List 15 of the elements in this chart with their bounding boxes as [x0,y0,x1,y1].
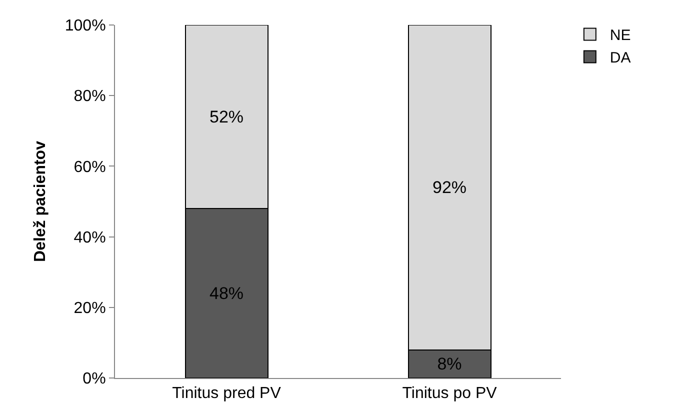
data-label: 48% [209,284,244,303]
y-tick-label: 0% [82,370,106,388]
y-tick-label: 80% [74,88,106,106]
y-axis-title: Delež pacientov [32,140,49,262]
data-label: 52% [209,107,244,126]
legend-label: NE [610,27,631,44]
y-tick-label: 60% [74,158,106,176]
x-tick-label: Tinitus pred PV [172,385,282,402]
y-tick-label: 40% [74,229,106,246]
x-tick-label: Tinitus po PV [402,385,498,402]
y-tick-label: 100% [64,18,106,35]
data-label: 92% [432,178,467,197]
data-label: 8% [437,354,462,374]
legend-label: DA [610,50,631,67]
y-tick-label: 20% [74,300,106,317]
